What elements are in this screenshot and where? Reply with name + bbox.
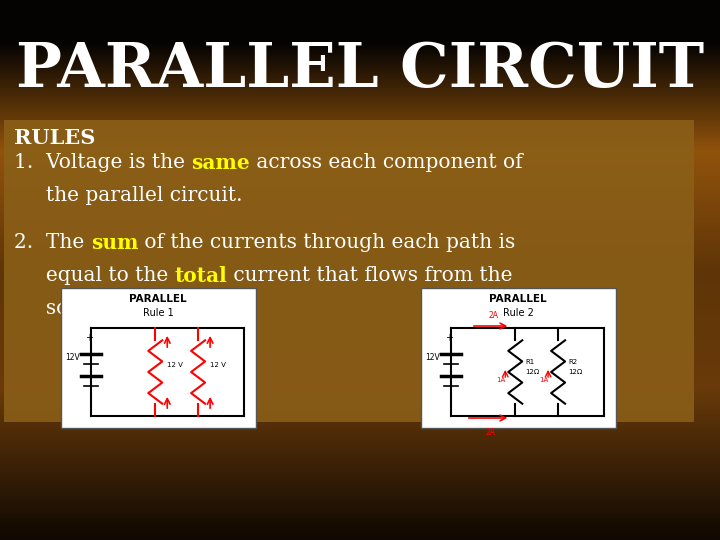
Text: PARALLEL CIRCUIT: PARALLEL CIRCUIT [16,40,704,100]
Text: RULES: RULES [14,128,95,148]
Text: Rule 2: Rule 2 [503,308,534,318]
Text: 1.  Voltage is the: 1. Voltage is the [14,153,192,172]
Text: 12 V: 12 V [210,362,226,368]
Text: 2.  The: 2. The [14,233,91,252]
Text: 1A: 1A [539,377,549,383]
Text: the parallel circuit.: the parallel circuit. [14,186,243,205]
Text: PARALLEL: PARALLEL [489,294,546,304]
Text: 12V: 12V [66,353,81,362]
Text: current that flows from the: current that flows from the [228,266,513,285]
Text: Rule 1: Rule 1 [143,308,174,318]
Text: same: same [192,153,250,173]
Text: 2A: 2A [485,428,495,437]
Text: 12Ω: 12Ω [526,369,539,375]
Text: sum: sum [91,233,138,253]
Text: across each component of: across each component of [250,153,523,172]
Text: 2A: 2A [488,311,498,320]
Text: 12Ω: 12Ω [568,369,582,375]
Text: source.: source. [14,299,120,318]
Text: 12 V: 12 V [167,362,183,368]
Bar [61,288,256,428]
Text: equal to the: equal to the [14,266,175,285]
Text: of the currents through each path is: of the currents through each path is [138,233,516,252]
Bar [4,120,694,422]
Bar [421,288,616,428]
Text: +: + [445,333,453,343]
Text: 12V: 12V [426,353,441,362]
Text: R1: R1 [526,359,534,365]
Text: +: + [85,333,93,343]
Text: PARALLEL: PARALLEL [129,294,186,304]
Text: R2: R2 [568,359,577,365]
Text: 1A: 1A [497,377,506,383]
Text: total: total [175,266,228,286]
